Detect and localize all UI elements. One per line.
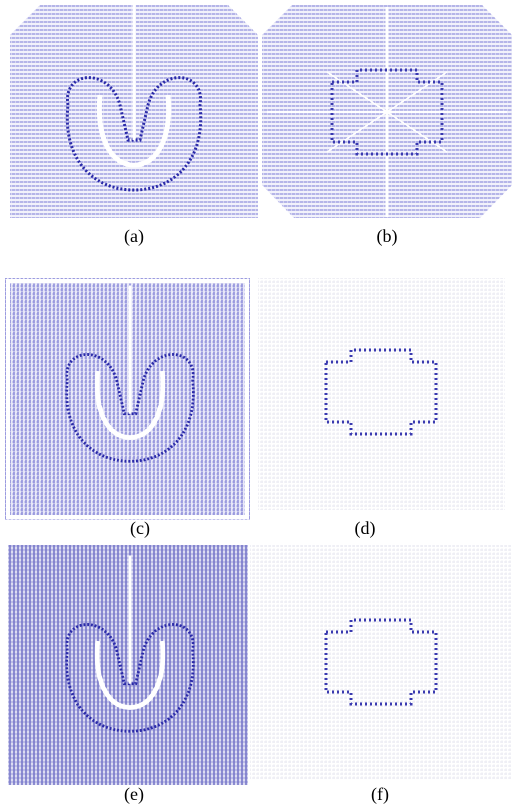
caption: (b) — [377, 226, 398, 247]
panel-d — [258, 278, 505, 510]
caption: (e) — [124, 784, 144, 805]
panel-c — [5, 278, 250, 520]
caption: (a) — [124, 226, 144, 247]
caption: (d) — [355, 518, 376, 539]
panel-f — [250, 545, 512, 780]
panel-a — [10, 5, 258, 218]
panel-b — [262, 5, 512, 218]
panel-e — [8, 545, 248, 785]
figure: (a) (b) (c) (d) (e) (f) — [0, 0, 517, 807]
caption: (c) — [130, 518, 150, 539]
caption: (f) — [371, 784, 389, 805]
